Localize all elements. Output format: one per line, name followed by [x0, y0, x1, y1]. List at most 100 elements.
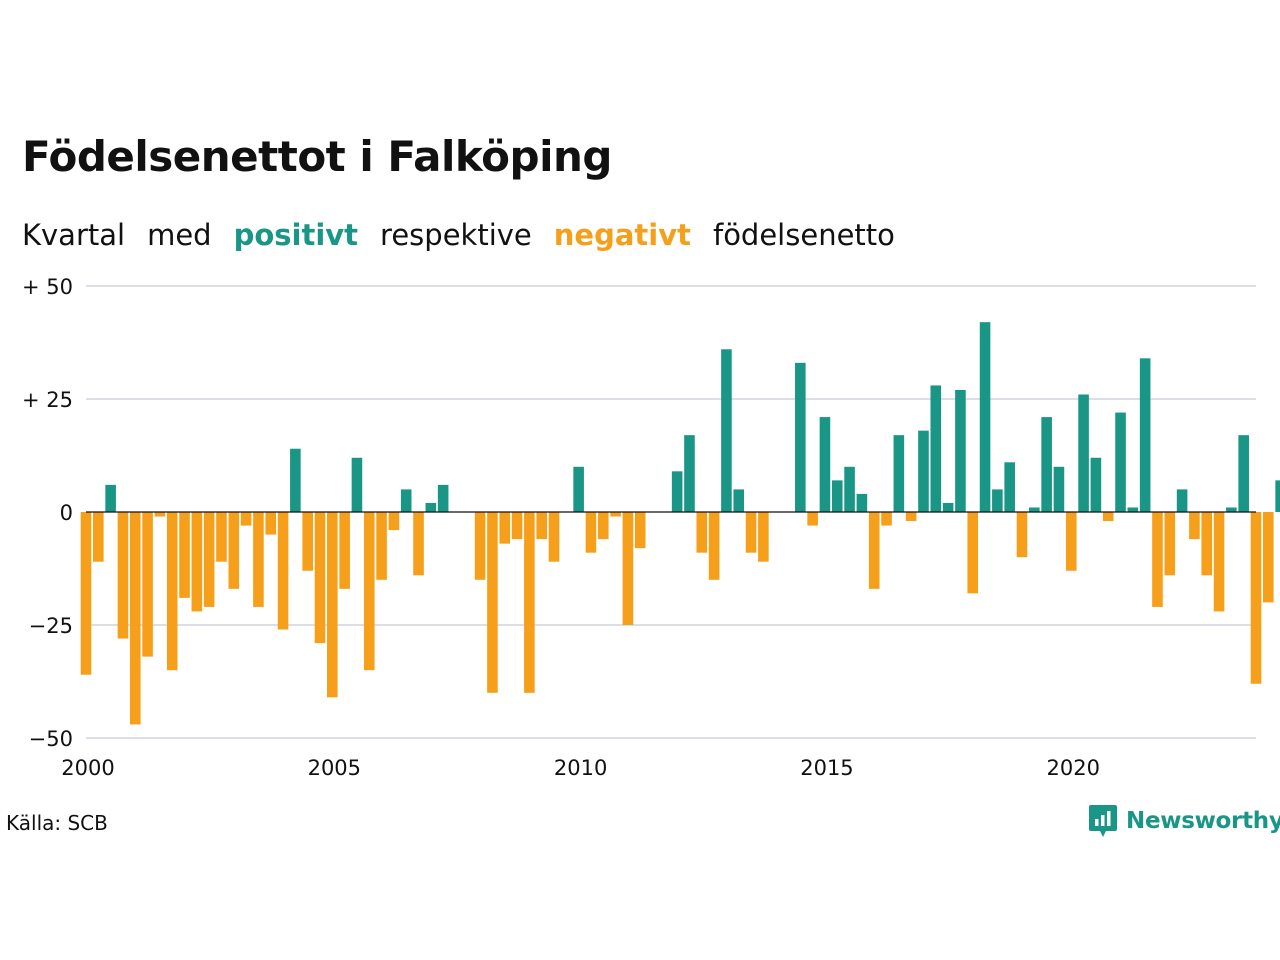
bar-negative: [1263, 512, 1274, 603]
bar-positive: [1029, 507, 1040, 512]
bar-negative: [758, 512, 769, 562]
bar-positive: [1226, 507, 1237, 512]
bar-positive: [573, 466, 584, 512]
bar-negative: [634, 512, 646, 549]
bar-positive: [856, 493, 868, 512]
bar-negative: [216, 512, 227, 562]
bar-positive: [1275, 480, 1280, 512]
bar-positive: [893, 435, 905, 512]
bar-negative: [388, 512, 400, 531]
bar-positive: [400, 489, 412, 512]
bar-negative: [93, 512, 104, 562]
subtitle-positive-label: positivt: [233, 218, 359, 252]
bar-negative: [1164, 512, 1176, 576]
bar-negative: [1201, 512, 1213, 576]
bar-positive: [671, 471, 683, 512]
bar-negative: [585, 512, 597, 553]
bar-negative: [610, 512, 621, 517]
x-tick-label: 2000: [61, 756, 114, 780]
bar-negative: [142, 512, 153, 657]
bar-negative: [1016, 512, 1028, 558]
bar-negative: [1102, 512, 1114, 522]
bars: [80, 322, 1280, 725]
brand-name: Newsworthy: [1126, 808, 1280, 834]
bar-negative: [548, 512, 560, 562]
bar-negative: [117, 512, 129, 639]
bar-negative: [339, 512, 350, 589]
bar-negative: [240, 512, 252, 526]
x-tick-label: 2015: [800, 756, 853, 780]
bar-negative: [314, 512, 326, 644]
y-tick-label: 0: [60, 501, 73, 525]
chart-title: Födelsenettot i Falköping: [22, 132, 612, 181]
bar-negative: [203, 512, 215, 607]
bar-positive: [930, 385, 942, 512]
bar-negative: [265, 512, 277, 535]
bar-positive: [1238, 435, 1249, 512]
bar-negative: [1189, 512, 1200, 540]
bar-negative: [807, 512, 818, 526]
bar-positive: [1053, 466, 1065, 512]
bar-positive: [1115, 412, 1126, 512]
bar-negative: [179, 512, 190, 598]
y-tick-label: + 25: [22, 388, 73, 412]
bar-negative: [696, 512, 708, 553]
bar-negative: [881, 512, 892, 526]
bar-negative: [622, 512, 634, 625]
bar-negative: [597, 512, 609, 540]
bar-negative: [129, 512, 141, 725]
bar-negative: [228, 512, 240, 589]
x-tick-label: 2005: [308, 756, 361, 780]
chart-subtitle: Kvartal med positivt respektive negativt föde…: [22, 218, 917, 252]
bar-positive: [290, 448, 301, 512]
bar-positive: [831, 480, 843, 512]
bar-positive: [721, 349, 732, 512]
bar-positive: [979, 322, 991, 512]
bar-negative: [1213, 512, 1225, 612]
bar-negative: [967, 512, 979, 594]
bar-negative: [154, 512, 166, 517]
bar-positive: [425, 502, 437, 512]
x-tick-label: 2020: [1047, 756, 1100, 780]
x-tick-label: 2010: [554, 756, 607, 780]
y-tick-label: −50: [29, 727, 73, 751]
bar-positive: [684, 435, 695, 512]
newsworthy-logo: Newsworthy: [1088, 803, 1280, 839]
bar-negative: [524, 512, 535, 693]
bar-positive: [819, 417, 831, 512]
bar-negative: [536, 512, 547, 540]
bar-positive: [1139, 358, 1151, 512]
bar-positive: [733, 489, 745, 512]
bar-positive: [918, 430, 929, 512]
bar-negative: [905, 512, 917, 522]
bar-negative: [327, 512, 338, 698]
bar-negative: [376, 512, 387, 580]
bar-negative: [413, 512, 424, 576]
bar-negative: [166, 512, 178, 671]
bar-positive: [992, 489, 1003, 512]
bar-negative: [1065, 512, 1077, 571]
newsworthy-logo-icon: [1089, 805, 1117, 837]
bar-negative: [1250, 512, 1262, 684]
subtitle-word-kvartal: Kvartal: [22, 218, 126, 252]
subtitle-word-fodelsenetto: födelsenetto: [712, 218, 895, 252]
subtitle-word-respektive: respektive: [380, 218, 532, 252]
bar-negative: [499, 512, 511, 544]
bar-negative: [868, 512, 880, 589]
bar-positive: [1176, 489, 1188, 512]
bar-negative: [745, 512, 757, 553]
bar-negative: [487, 512, 498, 693]
bar-positive: [351, 457, 363, 512]
axes: + 50 + 25 0 −25 −50 2000 2005 2010 2015 2020: [22, 275, 1256, 780]
bar-negative: [80, 512, 92, 675]
bar-negative: [363, 512, 375, 671]
bar-positive: [1004, 462, 1015, 512]
bar-negative: [511, 512, 523, 540]
y-tick-label: −25: [29, 614, 73, 638]
bar-negative: [191, 512, 203, 612]
bar-positive: [844, 466, 855, 512]
bar-positive: [1041, 417, 1052, 512]
bar-positive: [1078, 394, 1089, 512]
y-tick-label: + 50: [22, 275, 73, 299]
bar-positive: [1090, 457, 1102, 512]
